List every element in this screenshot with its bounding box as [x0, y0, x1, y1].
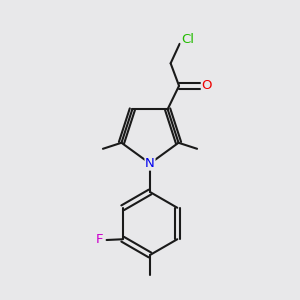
Text: Cl: Cl: [181, 33, 194, 46]
Text: N: N: [145, 157, 155, 170]
Text: O: O: [201, 79, 212, 92]
Text: F: F: [95, 233, 103, 246]
